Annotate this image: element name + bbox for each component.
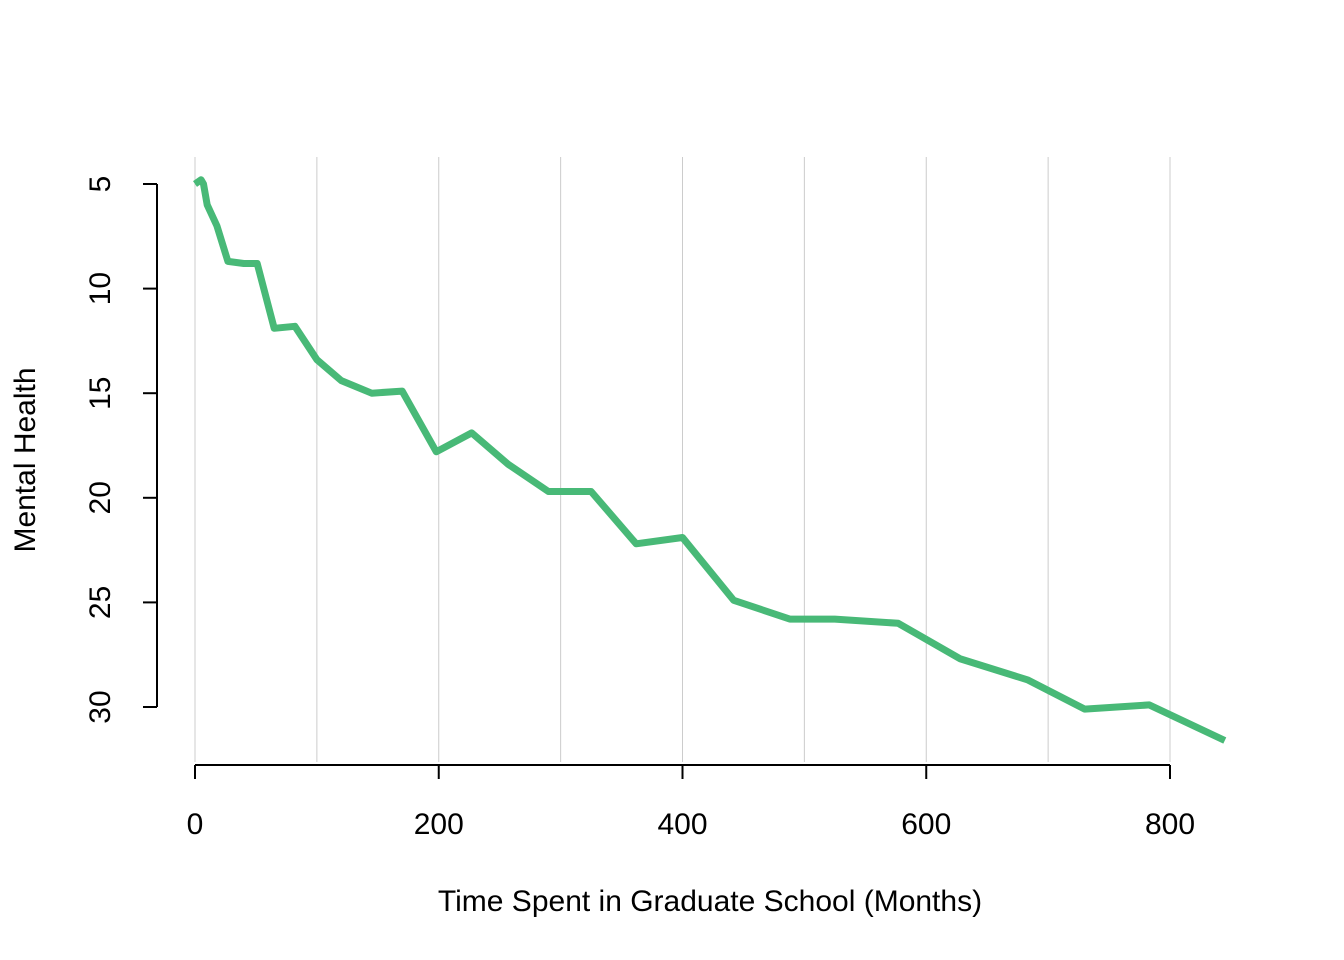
x-tick-label: 800 [1145,808,1195,841]
x-tick-label: 0 [187,808,204,841]
y-tick-label: 20 [84,481,117,514]
y-tick-label: 10 [84,272,117,305]
x-tick-label: 200 [414,808,464,841]
y-tick-label: 25 [84,586,117,619]
x-tick-label: 600 [901,808,951,841]
y-axis: 5 10 15 20 25 30 [84,176,158,724]
vertical-gridlines [194,157,1171,762]
series-layer [193,176,1227,744]
y-tick-label: 30 [84,690,117,723]
x-tick-label: 400 [657,808,707,841]
y-tick-label: 5 [84,176,117,193]
x-axis: 0 200 400 600 800 [187,764,1195,841]
x-axis-title: Time Spent in Graduate School (Months) [438,885,982,918]
y-axis-title: Mental Health [9,367,42,552]
series-line-0 [193,176,1227,744]
y-tick-label: 15 [84,377,117,410]
